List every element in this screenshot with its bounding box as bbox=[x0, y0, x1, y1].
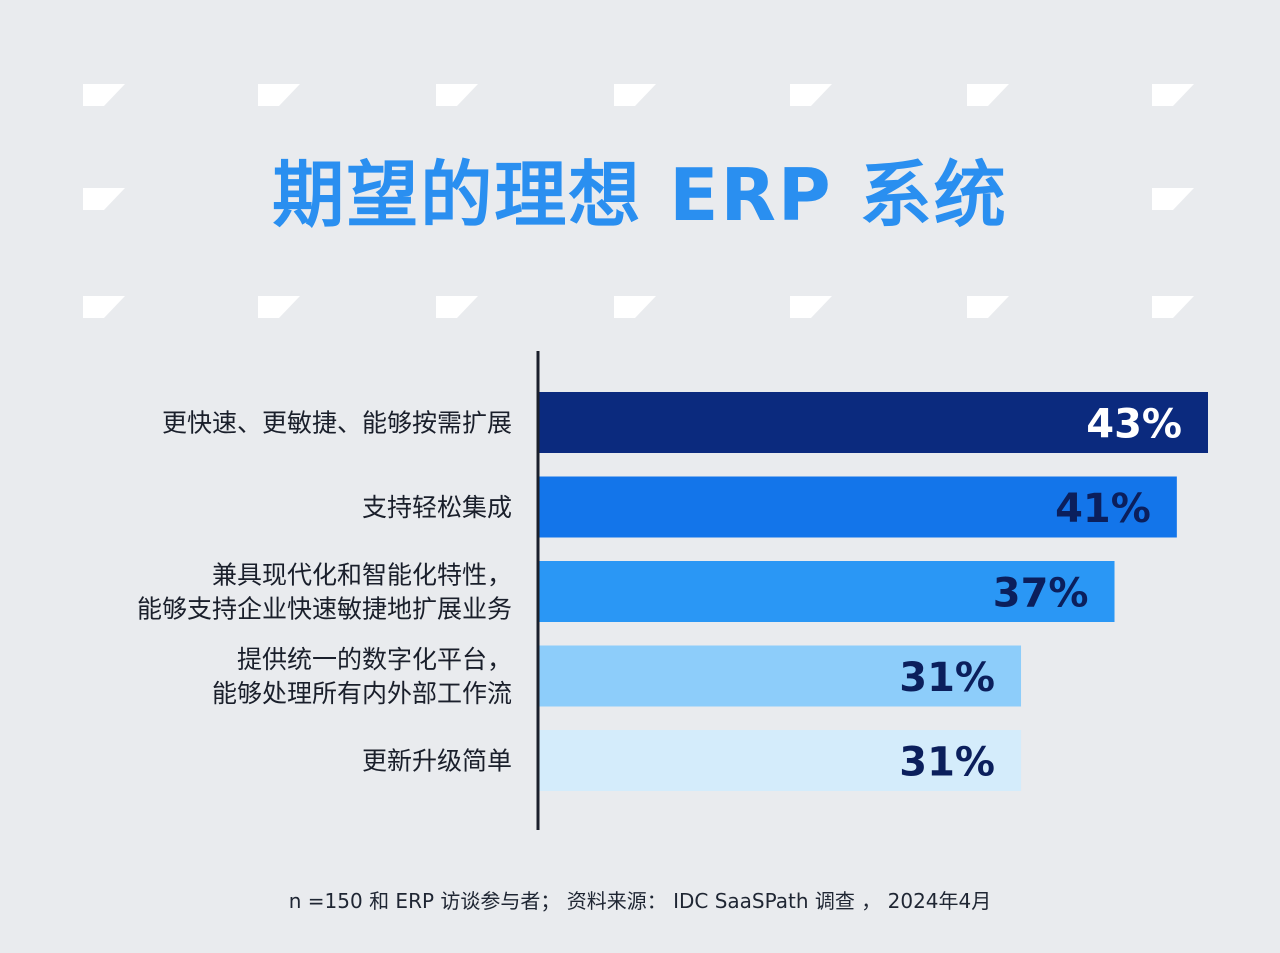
bar-5 bbox=[538, 730, 1022, 791]
chart-title: 期望的理想 ERP 系统 bbox=[272, 153, 1008, 237]
bar-3 bbox=[538, 561, 1115, 622]
category-label-2: 支持轻松集成 bbox=[362, 493, 512, 522]
category-label-4-line-2: 能够处理所有内外部工作流 bbox=[212, 679, 512, 708]
bar-value-label-3: 37% bbox=[993, 571, 1089, 617]
bar-value-label-4: 31% bbox=[899, 655, 995, 701]
category-label-5: 更新升级简单 bbox=[362, 747, 512, 776]
bar-2 bbox=[538, 476, 1177, 538]
bar-value-label-1: 43% bbox=[1086, 402, 1182, 448]
bar-1 bbox=[538, 392, 1208, 453]
bar-value-label-5: 31% bbox=[899, 740, 995, 786]
category-label-3-line-1: 兼具现代化和智能化特性， bbox=[212, 561, 512, 590]
bar-value-label-2: 41% bbox=[1055, 486, 1151, 532]
bar-4 bbox=[538, 645, 1022, 707]
category-label-3-line-2: 能够支持企业快速敏捷地扩展业务 bbox=[137, 595, 512, 624]
category-label-1: 更快速、更敏捷、能够按需扩展 bbox=[162, 409, 512, 438]
source-footnote: n =150 和 ERP 访谈参与者； 资料来源： IDC SaaSPath 调… bbox=[288, 889, 992, 913]
category-label-4-line-1: 提供统一的数字化平台， bbox=[237, 645, 512, 674]
